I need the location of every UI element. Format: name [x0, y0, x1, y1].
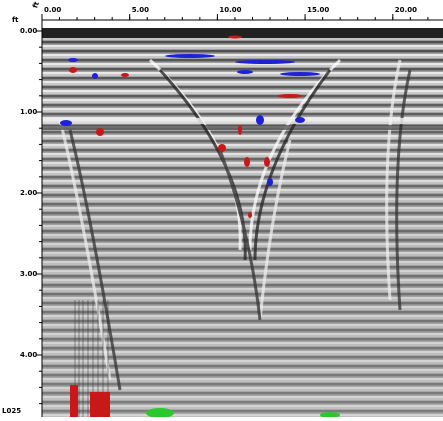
y-tick-label: 3.00	[20, 270, 37, 278]
x-tick-label: 15.00	[307, 6, 329, 14]
x-unit-label: ft	[31, 0, 41, 9]
x-tick-label: 5.00	[132, 6, 149, 14]
x-tick-label: 0.00	[44, 6, 61, 14]
x-tick-label: 10.00	[219, 6, 241, 14]
x-tick-label: 20.00	[395, 6, 417, 14]
y-unit-label: ft	[12, 16, 19, 24]
y-tick-label: 1.00	[20, 108, 37, 116]
y-tick-label: 2.00	[20, 189, 37, 197]
y-tick-label: 0.00	[20, 27, 37, 35]
corner-label: L025	[2, 407, 21, 415]
y-tick-label: 4.00	[20, 351, 37, 359]
radargram-image	[42, 28, 443, 418]
